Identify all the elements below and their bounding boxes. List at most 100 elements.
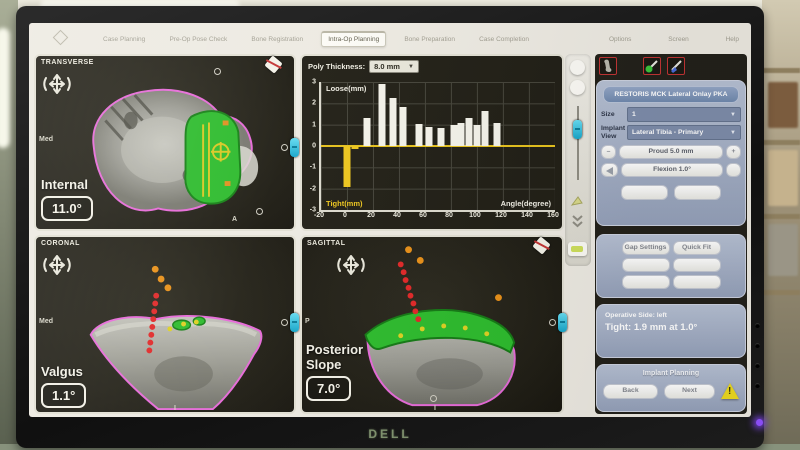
implant-title[interactable]: RESTORIS MCK Lateral Onlay PKA bbox=[603, 86, 739, 103]
viewport-label: CORONAL bbox=[41, 240, 80, 247]
flexion-increase-button[interactable] bbox=[726, 162, 741, 177]
tool-button[interactable] bbox=[621, 275, 670, 289]
monitor-button[interactable] bbox=[755, 323, 760, 328]
x-tick-label: 80 bbox=[445, 212, 453, 219]
flexion-decrease-button[interactable] bbox=[601, 162, 618, 177]
anterior-marker: A bbox=[232, 216, 238, 223]
x-tick-label: 40 bbox=[393, 212, 401, 219]
back-button[interactable]: Back bbox=[603, 383, 658, 399]
view-mode-button[interactable] bbox=[568, 242, 587, 256]
chart-bar bbox=[457, 122, 465, 146]
checkpoint-dots-orange bbox=[151, 265, 172, 292]
landmark-circle bbox=[256, 208, 263, 215]
inferior-marker: I bbox=[174, 405, 176, 412]
tool-button[interactable] bbox=[672, 275, 721, 289]
reset-view-icon[interactable] bbox=[569, 194, 586, 208]
chart-bar bbox=[437, 127, 445, 146]
chart-bar bbox=[481, 110, 489, 146]
monitor-button[interactable] bbox=[755, 383, 760, 388]
menu-help[interactable]: Help bbox=[725, 35, 739, 43]
tab-bone-registration[interactable]: Bone Registration bbox=[251, 35, 304, 43]
navigation-box: Implant Planning Back Next bbox=[596, 364, 746, 412]
menu-options[interactable]: Options bbox=[609, 35, 632, 43]
tab-pre-op-pose-check[interactable]: Pre-Op Pose Check bbox=[169, 35, 228, 43]
x-tick-label: 60 bbox=[419, 212, 427, 219]
implant-settings-box: RESTORIS MCK Lateral Onlay PKA Size 1 ▼ I… bbox=[596, 80, 746, 226]
tab-bone-preparation[interactable]: Bone Preparation bbox=[404, 35, 455, 43]
x-tick-label: 20 bbox=[367, 212, 375, 219]
implant-tool-icon[interactable] bbox=[599, 57, 617, 75]
menu-screen[interactable]: Screen bbox=[668, 35, 689, 43]
poly-thickness-select[interactable]: 8.0 mm ▼ bbox=[369, 60, 419, 73]
poly-thickness-label: Poly Thickness: bbox=[308, 62, 366, 71]
slice-slider[interactable] bbox=[558, 313, 567, 332]
shelf-board bbox=[762, 140, 800, 145]
chart-bar bbox=[389, 98, 396, 146]
tab-case-planning[interactable]: Case Planning bbox=[103, 35, 146, 43]
chart-bar bbox=[450, 124, 458, 146]
next-button[interactable]: Next bbox=[663, 383, 715, 399]
quick-fit-button[interactable]: Quick Fit bbox=[672, 241, 721, 255]
tool-button[interactable] bbox=[621, 258, 670, 272]
implant-view-select[interactable]: Lateral Tibia - Primary ▼ bbox=[627, 125, 741, 141]
chart-bar bbox=[465, 118, 473, 146]
gap-settings-button[interactable]: Gap Settings bbox=[621, 241, 670, 255]
internal-rotation-measure: Internal 11.0° bbox=[41, 177, 93, 221]
toolbar-button[interactable] bbox=[570, 80, 585, 95]
landmark-dots-yellow bbox=[167, 319, 199, 332]
coronal-ct-slice bbox=[89, 265, 263, 411]
tool-button[interactable] bbox=[672, 258, 721, 272]
checkpoint-dots-red bbox=[397, 261, 422, 323]
size-select[interactable]: 1 ▼ bbox=[627, 107, 741, 122]
proud-decrease-button[interactable]: – bbox=[601, 144, 616, 159]
monitor-button[interactable] bbox=[755, 363, 760, 368]
zoom-slider[interactable] bbox=[573, 120, 582, 139]
implant-detail bbox=[202, 122, 231, 197]
zero-line bbox=[321, 145, 555, 147]
posterior-slope-measure: Posterior Slope 7.0° bbox=[306, 342, 363, 401]
double-chevron-icon[interactable] bbox=[569, 214, 586, 228]
loose-axis-label: Loose(mm) bbox=[326, 84, 367, 93]
green-probe-icon[interactable] bbox=[643, 57, 661, 75]
toolbar-button[interactable] bbox=[570, 60, 585, 75]
transverse-ct-slice bbox=[92, 88, 259, 212]
implant-view-label: Implant View bbox=[601, 125, 626, 140]
slice-slider[interactable] bbox=[290, 313, 299, 332]
viewport-label: SAGITTAL bbox=[307, 240, 346, 247]
chart-bar bbox=[415, 123, 422, 146]
proud-value-button[interactable]: Proud 5.0 mm bbox=[619, 144, 723, 159]
slider-dot bbox=[549, 319, 556, 326]
angle-axis-label: Angle(degree) bbox=[500, 199, 551, 208]
gap-chart-panel: Poly Thickness: 8.0 mm ▼ Loose(mm) Tight(… bbox=[300, 54, 564, 231]
y-tick-label: -1 bbox=[309, 163, 316, 171]
toggle-button[interactable] bbox=[674, 184, 721, 200]
monitor-button[interactable] bbox=[755, 343, 760, 348]
blue-probe-icon[interactable] bbox=[667, 57, 685, 75]
x-tick-label: 0 bbox=[343, 212, 347, 219]
viewport-transverse: TRANSVERSE Med A Internal 11.0° bbox=[34, 54, 299, 231]
dell-monitor: DELL Case Planning Pre-Op Pose Check Bon… bbox=[16, 6, 764, 448]
shelf-item bbox=[768, 150, 798, 206]
pan-rotate-control[interactable] bbox=[336, 253, 366, 277]
chart-yticks: 3 2 1 0 -1 -2 -3 bbox=[306, 79, 318, 214]
tab-intra-op-planning[interactable]: Intra-Op Planning bbox=[321, 31, 387, 47]
flexion-value-button[interactable]: Flexion 1.0° bbox=[621, 162, 723, 177]
y-tick-label: -2 bbox=[309, 185, 316, 193]
posterior-label: P bbox=[305, 317, 310, 325]
proud-increase-button[interactable]: + bbox=[726, 144, 741, 159]
planning-tools-box: Gap Settings Quick Fit bbox=[596, 234, 746, 298]
chart-xticks: -20 0 20 40 60 80 100 120 140 160 bbox=[314, 212, 559, 222]
y-tick-label: 2 bbox=[312, 99, 316, 107]
x-tick-label: 140 bbox=[521, 212, 533, 219]
x-tick-label: -20 bbox=[313, 212, 325, 219]
sagittal-ct-slice bbox=[364, 246, 516, 407]
warning-icon bbox=[721, 383, 739, 399]
valgus-measure: Valgus 1.1° bbox=[41, 364, 87, 408]
slice-slider[interactable] bbox=[290, 138, 299, 157]
pan-rotate-control[interactable] bbox=[42, 253, 72, 277]
tab-case-completion[interactable]: Case Completion bbox=[479, 35, 529, 43]
toggle-button[interactable] bbox=[621, 184, 668, 200]
shelf-board bbox=[762, 290, 800, 295]
top-menu: Options Screen Help bbox=[609, 29, 739, 49]
pan-rotate-control[interactable] bbox=[42, 72, 72, 96]
